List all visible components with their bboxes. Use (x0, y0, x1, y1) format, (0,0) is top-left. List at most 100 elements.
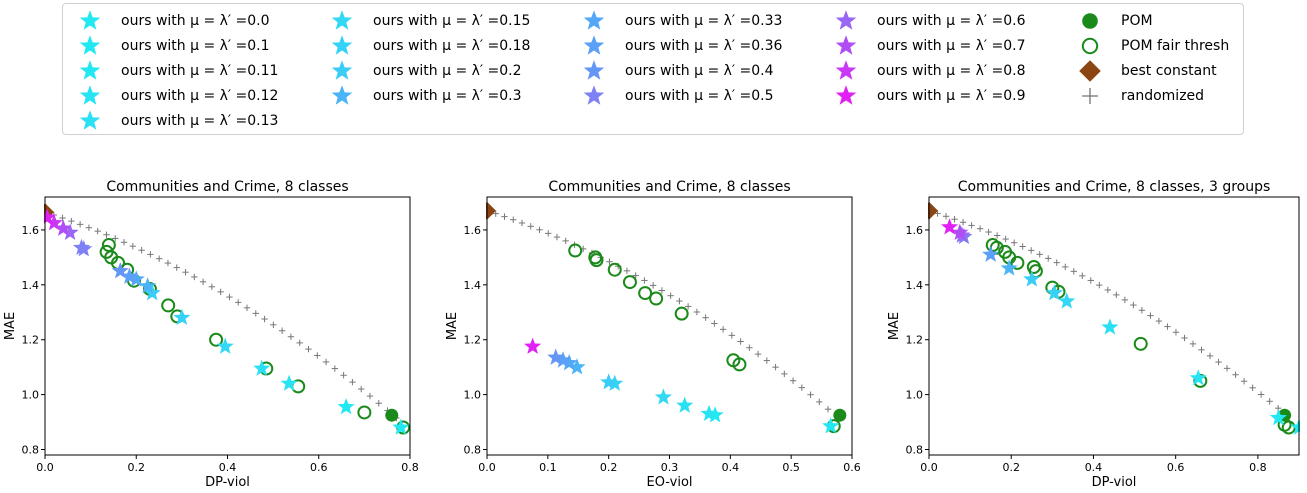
ours-point (127, 270, 145, 287)
randomized-point (934, 210, 941, 217)
legend-label: ours with μ = λ′ =0.6 (877, 13, 1026, 29)
pom-point (833, 408, 847, 422)
randomized-point (217, 288, 224, 296)
y-tick-label: 1.0 (22, 389, 40, 402)
ours-point (44, 208, 56, 225)
legend-marker (1081, 37, 1099, 55)
legend-label: ours with μ = λ′ =0.5 (625, 88, 774, 104)
legend-label: POM fair thresh (1121, 38, 1230, 54)
randomized-point (518, 219, 526, 227)
legend-entry: POM fair thresh (1073, 35, 1229, 57)
randomized-point (112, 235, 119, 242)
randomized-point (667, 292, 674, 299)
legend-label: ours with μ = λ′ =0.12 (121, 88, 279, 104)
pom-fair-point (209, 332, 224, 347)
star-marker-icon (331, 10, 353, 30)
randomized-point (375, 400, 382, 407)
y-axis: 0.8 1.0 1.2 1.4 1.6 (906, 224, 929, 457)
legend-entry: ours with μ = λ′ =0.6 (829, 10, 1026, 32)
ours-point (45, 214, 63, 231)
legend-entry: ours with μ = λ′ =0.5 (577, 85, 774, 107)
y-tick-label: 1.6 (464, 224, 482, 237)
pom-fair-point (638, 286, 653, 301)
randomized-point (951, 216, 958, 223)
randomized-point (59, 214, 66, 222)
ours-point (1000, 259, 1018, 276)
y-axis: 0.8 1.0 1.2 1.4 1.6 (22, 224, 45, 457)
x-tick-label: 0.0 (478, 461, 496, 474)
legend-entry: ours with μ = λ′ =0.1 (73, 35, 270, 57)
chart-2: Communities and Crime, 8 classes 0.0 0.1 0.… (445, 179, 861, 490)
randomized-point (1206, 352, 1214, 360)
legend-marker (835, 35, 857, 55)
randomized-point (1087, 277, 1095, 284)
legend-label: ours with μ = λ′ =0.7 (877, 38, 1026, 54)
legend-entry: ours with μ = λ′ =0.0 (73, 10, 270, 32)
star-marker-icon (79, 35, 101, 55)
legend-marker (583, 35, 605, 55)
y-axis-label: MAE (445, 312, 460, 340)
randomized-point (340, 372, 347, 379)
ours-point (822, 417, 840, 434)
y-tick-label: 0.8 (464, 444, 482, 457)
randomized-point (1027, 247, 1035, 254)
ours-point (173, 308, 191, 326)
legend-marker (1082, 88, 1098, 104)
randomized-point (807, 391, 814, 398)
randomized-point (658, 287, 666, 294)
star-marker-icon (835, 35, 857, 55)
y-tick-label: 1.2 (22, 334, 40, 347)
star-marker-icon (331, 60, 353, 80)
star-marker-icon (835, 60, 857, 80)
legend-marker (79, 35, 101, 55)
ours-point (1058, 292, 1076, 309)
randomized-point (199, 278, 207, 286)
randomized-point (129, 242, 137, 250)
legend-entry: ours with μ = λ′ =0.15 (325, 10, 530, 32)
legend-label: ours with μ = λ′ =0.33 (625, 13, 783, 29)
randomized-point (728, 332, 736, 339)
legend-label: ours with μ = λ′ =0.3 (373, 88, 522, 104)
plot-area (44, 203, 411, 435)
ours-point (941, 218, 959, 235)
x-axis: 0.0 0.1 0.2 0.3 0.4 0.5 0.6 (478, 455, 861, 474)
plot-frame (44, 196, 411, 456)
randomized-point (536, 226, 543, 233)
randomized-point (976, 225, 984, 232)
randomized-point (1036, 251, 1043, 258)
randomized-point (164, 259, 172, 267)
randomized-point (155, 255, 163, 262)
y-tick-label: 0.8 (906, 444, 924, 457)
randomized-point (287, 333, 295, 340)
star-marker-icon (835, 10, 857, 30)
y-tick-label: 1.6 (906, 224, 924, 237)
randomized-point (68, 217, 75, 225)
randomized-point (676, 297, 683, 305)
x-tick-label: 0.6 (310, 461, 328, 474)
randomized-point (1249, 384, 1256, 391)
randomized-point (1257, 391, 1265, 398)
legend-marker (583, 85, 605, 105)
legend-entry: ours with μ = λ′ =0.12 (73, 85, 278, 107)
x-tick-label: 0.2 (1002, 461, 1020, 474)
randomized-point (85, 224, 93, 231)
legend-entry: ours with μ = λ′ =0.36 (577, 35, 782, 57)
legend: ours with μ = λ′ =0.0 ours with μ = λ′ =0… (62, 3, 1244, 135)
randomized-point (1198, 346, 1205, 354)
randomized-point (798, 384, 806, 391)
randomized-point (510, 216, 517, 223)
randomized-point (684, 303, 692, 310)
randomized-point (1096, 281, 1103, 289)
randomized-point (649, 282, 657, 289)
legend-entry: best constant (1073, 60, 1217, 82)
diamond-marker-icon (1079, 60, 1101, 82)
randomized-point (942, 213, 950, 220)
x-axis: 0.0 0.2 0.4 0.6 0.8 (920, 455, 1267, 474)
randomized-point (1113, 291, 1120, 299)
open-circle-marker-icon (1081, 37, 1099, 55)
plot-frame (928, 196, 1300, 456)
pom-fair-point (99, 244, 114, 259)
chart-title: Communities and Crime, 8 classes (548, 179, 790, 195)
x-axis-label: EO-viol (646, 475, 692, 490)
